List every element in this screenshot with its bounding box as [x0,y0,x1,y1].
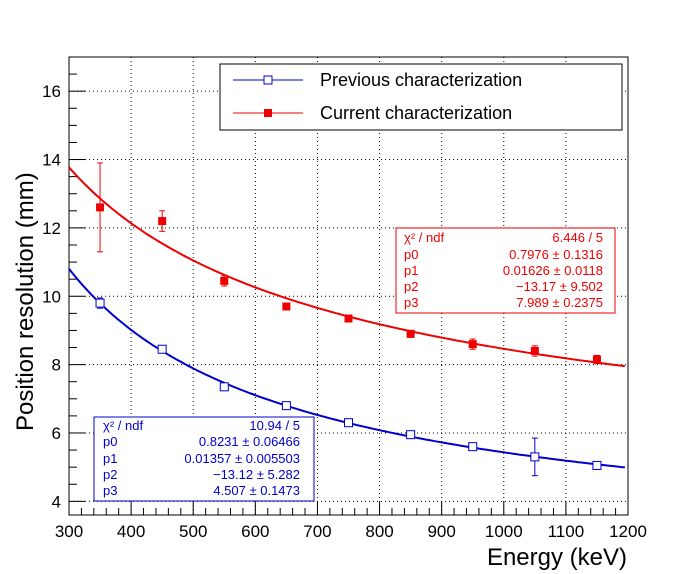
x-tick-label: 400 [117,522,145,541]
x-tick-label: 300 [55,522,83,541]
legend-label-current: Current characterization [320,103,512,123]
legend-marker-previous [263,75,273,85]
y-tick-label: 6 [52,424,61,443]
stats-previous-p0-value: 0.8231 ± 0.06466 [199,434,300,449]
data-point [344,314,353,323]
data-points [95,162,602,477]
x-tick-label: 900 [427,522,455,541]
data-point [530,346,539,355]
stats-current-chi2-value: 6.446 / 5 [552,230,603,245]
stats-current-p0-name: p0 [404,247,418,262]
y-tick-labels: 4 6 8 10 12 14 16 [42,82,61,511]
stats-previous-chi2-value: 10.94 / 5 [249,418,300,433]
legend: Previous characterization Current charac… [219,63,623,131]
legend-label-previous: Previous characterization [320,70,522,90]
data-point [220,276,229,285]
stats-box-current: χ² / ndf 6.446 / 5 p0 0.7976 ± 0.1316 p1… [395,227,616,314]
stats-previous-p2-value: −13.12 ± 5.282 [213,467,300,482]
stats-box-previous-frame [93,416,315,502]
axis-ticks [68,56,629,515]
data-point [158,217,167,226]
stats-current-chi2-label: χ² / ndf [404,230,444,245]
data-point [468,442,478,452]
y-tick-label: 4 [52,492,61,511]
stats-previous-p3-name: p3 [103,483,117,498]
data-point [95,298,105,308]
stats-previous-p1-name: p1 [103,451,117,466]
data-point [592,460,602,470]
data-point [282,302,291,311]
x-axis-title: Energy (keV) [487,544,627,571]
y-tick-label: 10 [42,287,61,306]
stats-current-p1-value: 0.01626 ± 0.0118 [503,263,603,278]
stats-previous-p0-name: p0 [103,434,117,449]
data-point [530,452,540,462]
y-tick-label: 8 [52,356,61,375]
stats-previous-p1-value: 0.01357 ± 0.005503 [184,451,300,466]
x-tick-label: 1100 [548,522,585,541]
plot-frame [68,56,629,516]
legend-marker-current [264,109,272,117]
stats-box-current-frame [395,227,616,314]
y-axis-title: Position resolution (mm) [12,172,39,431]
x-tick-label: 1200 [609,522,647,541]
y-tick-label: 12 [42,219,61,238]
x-tick-label: 500 [179,522,207,541]
y-tick-label: 14 [42,151,61,170]
stats-current-p1-name: p1 [404,263,418,278]
stats-current-p2-value: −13.17 ± 9.502 [516,279,603,294]
data-point [344,418,353,428]
stats-previous-p3-value: 4.507 ± 0.1473 [213,483,300,498]
legend-box [219,63,623,131]
x-tick-label: 800 [365,522,393,541]
stats-current-p2-name: p2 [404,279,418,294]
stats-box-previous: χ² / ndf 10.94 / 5 p0 0.8231 ± 0.06466 p… [93,416,315,502]
stats-previous-chi2-label: χ² / ndf [103,418,143,433]
data-point [406,430,416,440]
stats-current-p3-value: 7.989 ± 0.2375 [516,295,603,310]
x-tick-labels: 300 400 500 600 700 800 900 1000 1100 1200 [55,522,647,541]
stats-current-p3-name: p3 [404,295,418,310]
data-point [468,340,477,349]
x-tick-label: 700 [303,522,331,541]
x-tick-label: 600 [241,522,269,541]
data-point [96,203,105,212]
stats-previous-p2-name: p2 [103,467,117,482]
data-point [592,355,601,364]
x-tick-label: 1000 [485,522,523,541]
data-point [157,344,167,354]
stats-current-p0-value: 0.7976 ± 0.1316 [509,247,603,262]
data-point [219,382,229,392]
y-tick-label: 16 [42,82,61,101]
data-point [406,329,415,338]
data-point [281,401,291,411]
